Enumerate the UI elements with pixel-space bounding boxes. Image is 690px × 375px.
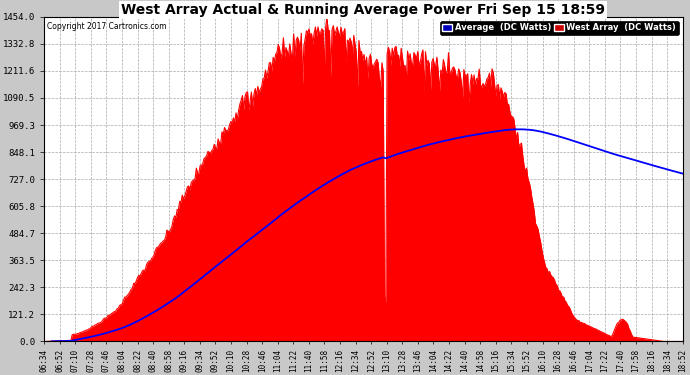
Text: Copyright 2017 Cartronics.com: Copyright 2017 Cartronics.com — [47, 22, 167, 31]
Legend: Average  (DC Watts), West Array  (DC Watts): Average (DC Watts), West Array (DC Watts… — [440, 21, 678, 35]
Title: West Array Actual & Running Average Power Fri Sep 15 18:59: West Array Actual & Running Average Powe… — [121, 3, 605, 17]
